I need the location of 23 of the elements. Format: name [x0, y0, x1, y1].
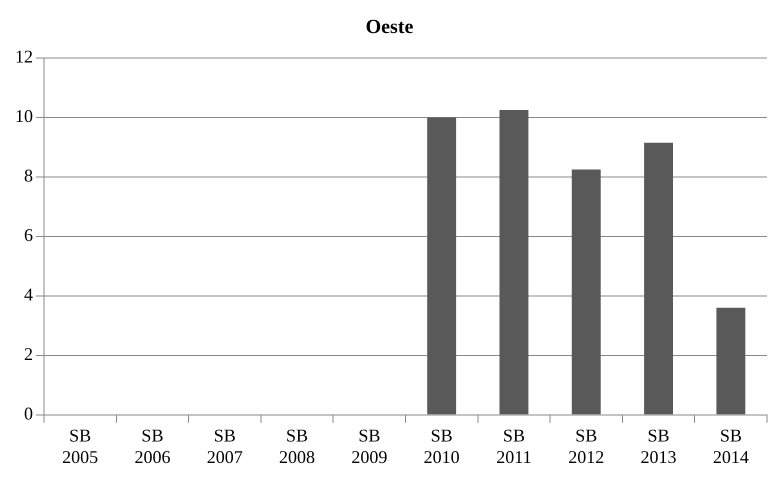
y-tick-label: 6 [24, 225, 33, 246]
bar [427, 117, 456, 414]
x-tick-label: SB 2014 [712, 425, 749, 467]
chart-title: Oeste [366, 16, 414, 38]
bar [716, 308, 746, 414]
x-tick-label: SB 2011 [496, 425, 532, 467]
x-tick-label: SB 2012 [568, 425, 604, 467]
x-tick-label: SB 2009 [351, 425, 388, 467]
x-tick-label: SB 2010 [424, 425, 460, 467]
y-tick-label: 8 [24, 166, 33, 186]
y-tick-label: 12 [15, 46, 33, 67]
x-tick-label: SB 2007 [206, 425, 243, 467]
x-tick-label: SB 2005 [62, 425, 98, 467]
y-tick-label: 4 [24, 284, 33, 305]
x-tick-label: SB 2013 [640, 425, 677, 467]
x-tick-label: SB 2006 [134, 425, 170, 467]
y-tick-label: 0 [24, 404, 33, 424]
x-tick-label: SB 2008 [279, 425, 316, 467]
bar [499, 110, 528, 414]
y-tick-label: 10 [15, 106, 33, 126]
y-tick-label: 2 [24, 344, 33, 364]
bar [644, 142, 674, 414]
bar [572, 170, 601, 414]
